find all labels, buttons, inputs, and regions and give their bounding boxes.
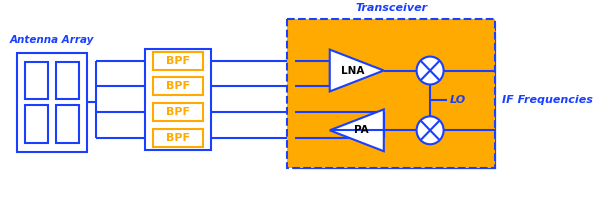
Bar bbox=[307, 40, 495, 168]
Bar bbox=[153, 103, 203, 121]
Text: BPF: BPF bbox=[166, 81, 190, 91]
Polygon shape bbox=[330, 50, 384, 91]
Bar bbox=[56, 105, 79, 143]
Bar bbox=[153, 129, 203, 147]
Text: PA: PA bbox=[354, 125, 369, 135]
Bar bbox=[25, 62, 48, 99]
Text: Antenna Array: Antenna Array bbox=[10, 35, 94, 45]
Bar bbox=[145, 49, 211, 150]
Bar bbox=[25, 105, 48, 143]
Text: BPF: BPF bbox=[166, 107, 190, 117]
Bar bbox=[294, 26, 495, 168]
Bar bbox=[287, 19, 495, 168]
Bar bbox=[153, 52, 203, 70]
Text: LO: LO bbox=[450, 95, 466, 105]
Polygon shape bbox=[330, 109, 384, 151]
Bar bbox=[301, 33, 495, 168]
Bar bbox=[17, 52, 87, 152]
Bar bbox=[153, 78, 203, 95]
Text: IF Frequencies: IF Frequencies bbox=[502, 95, 593, 105]
Text: LNA: LNA bbox=[341, 65, 365, 76]
Circle shape bbox=[417, 57, 444, 84]
Circle shape bbox=[417, 116, 444, 144]
Text: BPF: BPF bbox=[166, 56, 190, 65]
Text: BPF: BPF bbox=[166, 133, 190, 143]
Bar bbox=[56, 62, 79, 99]
Text: Transceiver: Transceiver bbox=[356, 3, 428, 13]
